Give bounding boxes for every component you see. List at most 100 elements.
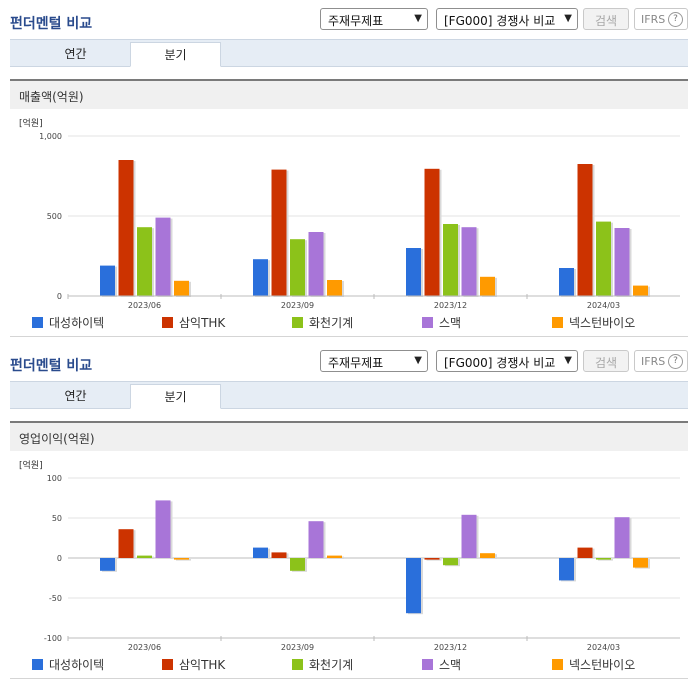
bar-삼익thk[interactable] (424, 168, 440, 296)
bar-넥스턴바이오[interactable] (327, 280, 342, 296)
bar-넥스턴바이오[interactable] (633, 285, 648, 296)
fundamental-panel-operating-profit: 펀더멘털 비교 주재무제표 ▼ [FG000] 경쟁사 비교 ▼ 검색 IFRS… (0, 342, 696, 684)
legend-swatch (292, 317, 303, 328)
bar-화천기계[interactable] (596, 558, 611, 560)
chevron-down-icon: ▼ (564, 355, 572, 366)
bar-화천기계[interactable] (596, 221, 611, 296)
divider (10, 678, 688, 679)
y-tick-label: 0 (57, 554, 62, 563)
bar-대성하이텍[interactable] (406, 248, 421, 296)
legend-label: 화천기계 (309, 316, 354, 330)
legend-label: 화천기계 (309, 658, 354, 672)
x-tick-label: 2023/06 (128, 301, 161, 310)
legend-item-화천기계[interactable]: 화천기계 (292, 656, 353, 673)
legend-item-대성하이텍[interactable]: 대성하이텍 (32, 656, 104, 673)
bar-스맥[interactable] (461, 227, 477, 296)
bar-삼익thk[interactable] (271, 169, 287, 296)
legend-item-화천기계[interactable]: 화천기계 (292, 314, 353, 331)
bar-대성하이텍[interactable] (559, 558, 574, 581)
bar-삼익thk[interactable] (577, 547, 593, 558)
legend-item-넥스턴바이오[interactable]: 넥스턴바이오 (552, 314, 635, 331)
bar-삼익thk[interactable] (118, 160, 134, 296)
chevron-down-icon: ▼ (564, 13, 572, 24)
panel-header: 펀더멘털 비교 주재무제표 ▼ [FG000] 경쟁사 비교 ▼ 검색 IFRS… (0, 0, 696, 36)
y-tick-label: 50 (52, 514, 62, 523)
metric-label: 매출액(억원) (19, 90, 84, 104)
bar-대성하이텍[interactable] (100, 558, 115, 571)
legend-item-스맥[interactable]: 스맥 (422, 656, 461, 673)
statement-select[interactable]: 주재무제표 ▼ (320, 8, 428, 30)
bar-스맥[interactable] (308, 521, 324, 558)
y-tick-label: 0 (57, 292, 62, 301)
bar-대성하이텍[interactable] (406, 558, 421, 614)
x-tick-label: 2023/09 (281, 301, 314, 310)
legend-item-삼익thk[interactable]: 삼익THK (162, 656, 225, 673)
tab-annual[interactable]: 연간 (64, 47, 87, 61)
x-tick-label: 2023/12 (434, 643, 467, 652)
bar-넥스턴바이오[interactable] (174, 280, 189, 296)
bar-스맥[interactable] (155, 500, 171, 558)
bar-대성하이텍[interactable] (253, 547, 268, 558)
legend-item-삼익thk[interactable]: 삼익THK (162, 314, 225, 331)
legend-label: 넥스턴바이오 (569, 316, 636, 330)
bar-넥스턴바이오[interactable] (633, 558, 648, 568)
legend-item-넥스턴바이오[interactable]: 넥스턴바이오 (552, 656, 635, 673)
chart-legend: 대성하이텍 삼익THK 화천기계 스맥 넥스턴바이오 (10, 654, 688, 674)
peer-select[interactable]: [FG000] 경쟁사 비교 ▼ (436, 8, 578, 30)
period-tabs: 연간 분기 (10, 39, 688, 67)
legend-item-대성하이텍[interactable]: 대성하이텍 (32, 314, 104, 331)
ifrs-help-button[interactable]: IFRS ? (634, 8, 688, 30)
bar-화천기계[interactable] (443, 224, 458, 296)
bar-스맥[interactable] (614, 517, 630, 558)
peer-select[interactable]: [FG000] 경쟁사 비교 ▼ (436, 350, 578, 372)
legend-swatch (292, 659, 303, 670)
legend-label: 대성하이텍 (49, 658, 105, 672)
ifrs-help-button[interactable]: IFRS ? (634, 350, 688, 372)
bar-삼익thk[interactable] (424, 558, 440, 560)
legend-swatch (552, 317, 563, 328)
bar-대성하이텍[interactable] (100, 265, 115, 296)
bar-shadow (176, 559, 191, 561)
legend-label: 대성하이텍 (49, 316, 105, 330)
bar-넥스턴바이오[interactable] (327, 555, 342, 558)
bar-스맥[interactable] (155, 217, 171, 296)
x-tick-label: 2024/03 (587, 643, 620, 652)
panel-title: 펀더멘털 비교 (10, 16, 93, 32)
x-tick-label: 2024/03 (587, 301, 620, 310)
bar-넥스턴바이오[interactable] (174, 558, 189, 560)
legend-swatch (32, 659, 43, 670)
search-button[interactable]: 검색 (583, 8, 629, 30)
bar-스맥[interactable] (614, 228, 630, 296)
fundamental-panel-sales: 펀더멘털 비교 주재무제표 ▼ [FG000] 경쟁사 비교 ▼ 검색 IFRS… (0, 0, 696, 337)
statement-select-value: 주재무제표 (328, 14, 384, 28)
help-icon: ? (668, 354, 683, 369)
bar-삼익thk[interactable] (577, 164, 593, 296)
metric-label: 영업이익(억원) (19, 432, 95, 446)
statement-select[interactable]: 주재무제표 ▼ (320, 350, 428, 372)
bar-넥스턴바이오[interactable] (480, 276, 495, 296)
bar-화천기계[interactable] (137, 227, 152, 296)
y-tick-label: -50 (49, 594, 62, 603)
y-tick-label: 100 (47, 474, 62, 483)
bar-스맥[interactable] (308, 232, 324, 296)
bar-화천기계[interactable] (290, 558, 305, 571)
bar-화천기계[interactable] (290, 239, 305, 296)
bar-대성하이텍[interactable] (559, 268, 574, 296)
tab-quarterly[interactable]: 분기 (130, 42, 221, 67)
bar-넥스턴바이오[interactable] (480, 553, 495, 558)
panel-header: 펀더멘털 비교 주재무제표 ▼ [FG000] 경쟁사 비교 ▼ 검색 IFRS… (0, 342, 696, 378)
bar-스맥[interactable] (461, 514, 477, 558)
tab-annual[interactable]: 연간 (64, 389, 87, 403)
y-unit-label: [억원] (19, 459, 43, 471)
bar-화천기계[interactable] (137, 555, 152, 558)
legend-label: 넥스턴바이오 (569, 658, 636, 672)
bar-대성하이텍[interactable] (253, 259, 268, 296)
tab-quarterly[interactable]: 분기 (130, 384, 221, 409)
bar-화천기계[interactable] (443, 558, 458, 566)
metric-header: 영업이익(억원) (10, 421, 688, 451)
peer-select-value: [FG000] 경쟁사 비교 (444, 14, 556, 28)
legend-item-스맥[interactable]: 스맥 (422, 314, 461, 331)
bar-삼익thk[interactable] (118, 529, 134, 558)
search-button[interactable]: 검색 (583, 350, 629, 372)
bar-삼익thk[interactable] (271, 552, 287, 558)
